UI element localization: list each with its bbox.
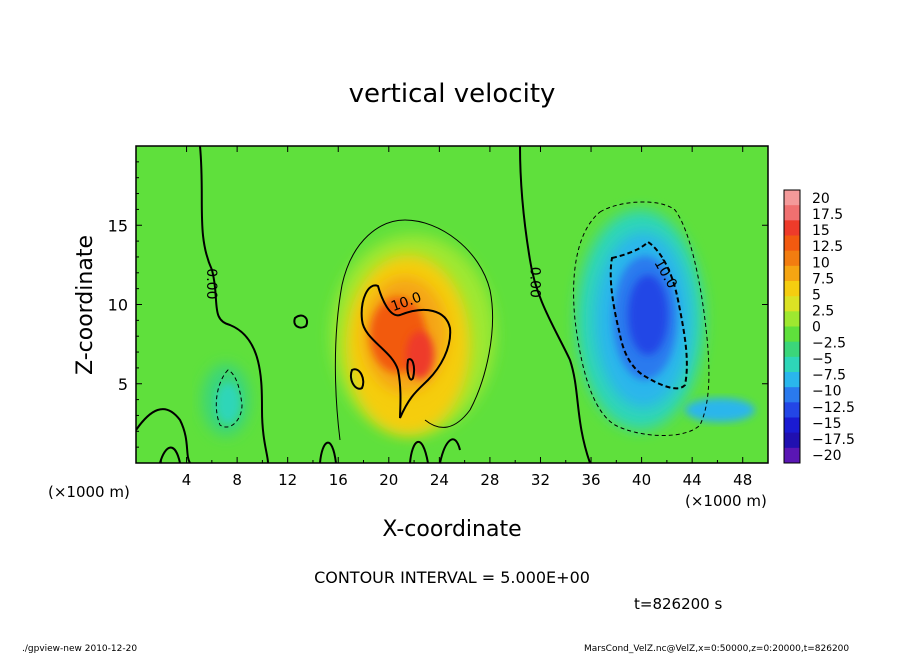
- contour-five-updraft: [334, 219, 493, 441]
- colorbar-label: 5: [812, 287, 821, 303]
- colorbar-label: 15: [812, 223, 830, 239]
- x-tick-label: 16: [329, 471, 348, 489]
- colorbar-swatch: [784, 190, 800, 206]
- colorbar-label: 17.5: [812, 207, 843, 223]
- colorbar-label: −2.5: [812, 336, 846, 352]
- left-downdraft-core: [216, 383, 240, 423]
- plot-area: [136, 146, 768, 463]
- colorbar-label: −17.5: [812, 432, 855, 448]
- contour-label: 0.00: [203, 268, 219, 299]
- contour-ten-blob-a: [350, 368, 365, 390]
- time-label: t=826200 s: [634, 595, 722, 613]
- contour-ten-updraft: [360, 284, 452, 419]
- y-tick-label: 5: [118, 375, 128, 394]
- colorbar-label: 0: [812, 320, 821, 336]
- colorbar-swatch: [784, 235, 800, 252]
- contour-minus-ten-downdraft: [609, 240, 688, 390]
- x-unit-label-left: (×1000 m): [48, 483, 130, 501]
- colorbar-label: 12.5: [812, 239, 843, 255]
- x-tick-label: 48: [733, 471, 752, 489]
- x-tick-label: 44: [683, 471, 702, 489]
- colorbar-label: −12.5: [812, 400, 855, 416]
- y-tick-label: 15: [108, 216, 128, 235]
- colorbar-swatch: [784, 326, 800, 343]
- colorbar-swatch: [784, 402, 800, 418]
- colorbar-swatch: [784, 281, 800, 297]
- chart-title: vertical velocity: [349, 79, 556, 109]
- x-axis: 4 8 12 16 20 24 28 32 36 40 44 48: [160, 146, 752, 489]
- right-streak: [685, 398, 755, 422]
- contour-ten-blob-b: [406, 358, 416, 381]
- colorbar-swatch: [784, 341, 800, 358]
- x-tick-label: 12: [278, 471, 297, 489]
- colorbar-label: 10: [812, 255, 830, 271]
- y-axis-label: Z-coordinate: [73, 235, 98, 375]
- colorbar-label: 2.5: [812, 303, 834, 319]
- colorbar-label: −7.5: [812, 368, 846, 384]
- colorbar-swatch: [784, 220, 800, 236]
- x-tick-label: 40: [632, 471, 651, 489]
- contour-zero-left: [199, 146, 269, 463]
- colorbar-swatch: [784, 417, 800, 434]
- x-tick-label: 36: [581, 471, 600, 489]
- colorbar-swatch: [784, 447, 800, 464]
- colorbar-label: −10: [812, 384, 842, 400]
- colorbar-label: −5: [812, 352, 833, 368]
- colorbar-swatch: [784, 205, 800, 221]
- colorbar-swatch: [784, 296, 800, 312]
- x-tick-label: 8: [232, 471, 242, 489]
- colorbar-swatch: [784, 387, 800, 403]
- updraft-peak: [406, 331, 434, 379]
- contour-interval: CONTOUR INTERVAL = 5.000E+00: [314, 568, 590, 587]
- colorbar: 2017.51512.5107.552.50−2.5−5−7.5−10−12.5…: [783, 189, 855, 464]
- colorbar-label: −20: [812, 448, 842, 464]
- downdraft-core: [628, 275, 668, 355]
- contour-zero-right: [519, 146, 591, 463]
- colorbar-label: 7.5: [812, 271, 834, 287]
- colorbar-swatch: [784, 265, 800, 282]
- x-axis-label: X-coordinate: [382, 517, 521, 542]
- colorbar-label: 20: [812, 191, 830, 207]
- contour-bottom-ripples: [136, 408, 461, 463]
- x-tick-label: 4: [182, 471, 192, 489]
- y-tick-label: 10: [108, 296, 128, 315]
- footer-left: ./gpview-new 2010-12-20: [22, 644, 137, 654]
- colorbar-swatch: [784, 432, 800, 449]
- colorbar-swatch: [784, 372, 800, 388]
- colorbar-label: −15: [812, 416, 842, 432]
- colorbar-frame: [783, 189, 801, 464]
- x-tick-label: 32: [531, 471, 550, 489]
- x-tick-label: 28: [480, 471, 499, 489]
- contour-minus-five-downdraft: [573, 201, 710, 436]
- x-unit-label-right: (×1000 m): [685, 492, 767, 510]
- colorbar-swatch: [784, 311, 800, 327]
- x-tick-label: 20: [379, 471, 398, 489]
- footer-right: MarsCond_VelZ.nc@VelZ,x=0:50000,z=0:2000…: [584, 644, 849, 654]
- y-axis: 5 10 15: [108, 161, 768, 448]
- x-tick-label: 24: [430, 471, 449, 489]
- contour-label: 0.00: [526, 267, 542, 298]
- colorbar-swatch: [784, 250, 800, 267]
- colorbar-swatch: [784, 356, 800, 373]
- contour-small-loop: [293, 314, 308, 329]
